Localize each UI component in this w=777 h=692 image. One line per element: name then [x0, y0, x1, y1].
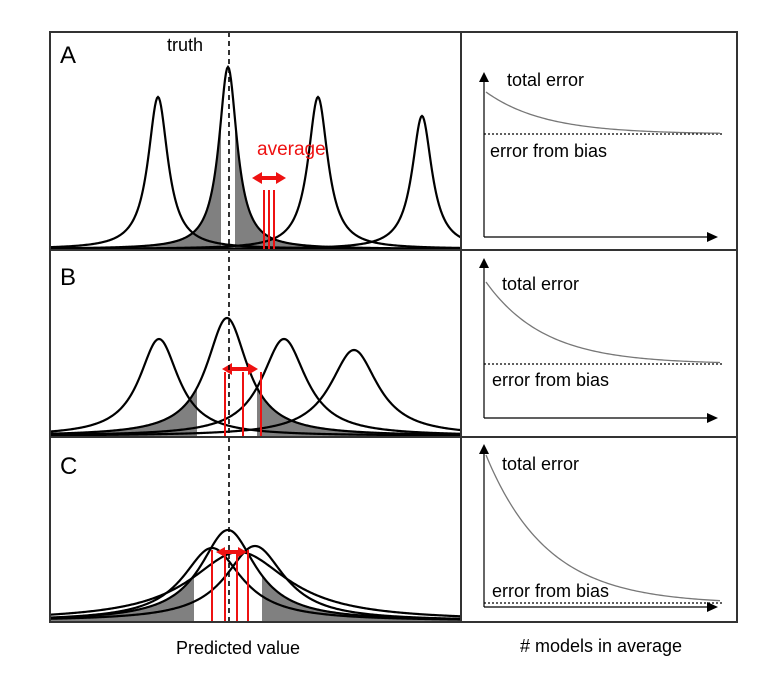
panel-c-y-arrowhead	[479, 444, 489, 454]
panel-b-curve-3	[50, 337, 461, 436]
panel-b-y-arrowhead	[479, 258, 489, 268]
panel-b-error-plot: total error error from bias	[479, 258, 722, 423]
panel-c-curve-3	[50, 544, 461, 620]
panel-c-prediction-lines	[211, 550, 249, 621]
panel-c-average-arrow	[216, 547, 247, 557]
panel-a-shaded-tail	[50, 119, 461, 249]
panel-b-bias-label: error from bias	[492, 370, 609, 390]
panel-b-prediction-lines	[224, 372, 262, 436]
panel-b-curve-2	[50, 316, 461, 436]
panel-a-letter: A	[60, 42, 76, 69]
panel-c-total-error-label: total error	[502, 454, 579, 474]
panel-c-letter: C	[60, 453, 77, 480]
panel-a-error-plot: total error error from bias	[479, 70, 722, 242]
average-label: average	[257, 139, 326, 160]
panel-a-x-arrowhead	[707, 232, 718, 242]
panel-frame	[49, 31, 738, 623]
panel-c-total-error-curve	[485, 454, 721, 602]
truth-label: truth	[167, 35, 203, 55]
panel-b-total-error-label: total error	[502, 274, 579, 294]
panel-b-letter: B	[60, 264, 76, 291]
panel-a-average-arrow	[252, 172, 286, 184]
panel-c-bias-label: error from bias	[492, 581, 609, 601]
panel-c-curve-2	[50, 528, 461, 621]
panel-a-total-error-label: total error	[507, 70, 584, 90]
panel-c-shaded-tail	[50, 575, 461, 621]
panel-b-average-arrow	[222, 363, 258, 375]
panel-a-prediction-lines	[263, 190, 275, 249]
panel-b-curve-1	[50, 337, 461, 436]
panel-a-curve-2	[50, 65, 461, 249]
panel-b-x-arrowhead	[707, 413, 718, 423]
panel-c-curve-4	[50, 550, 461, 618]
panel-b-distributions	[50, 316, 461, 436]
panel-a-curve-4	[50, 114, 461, 249]
panel-b-total-error-curve	[485, 281, 721, 364]
panel-c-error-plot: total error error from bias	[479, 444, 722, 612]
panel-a-bias-label: error from bias	[490, 141, 607, 161]
panel-b-curve-4	[50, 348, 461, 436]
panel-a-total-error-curve	[485, 91, 721, 134]
left-axis-caption: Predicted value	[176, 638, 300, 658]
panel-c-distributions	[50, 528, 461, 621]
panel-a-distributions	[50, 65, 461, 249]
panel-c-x-arrowhead	[707, 602, 718, 612]
right-axis-caption: # models in average	[520, 636, 682, 656]
panel-a-y-arrowhead	[479, 72, 489, 82]
